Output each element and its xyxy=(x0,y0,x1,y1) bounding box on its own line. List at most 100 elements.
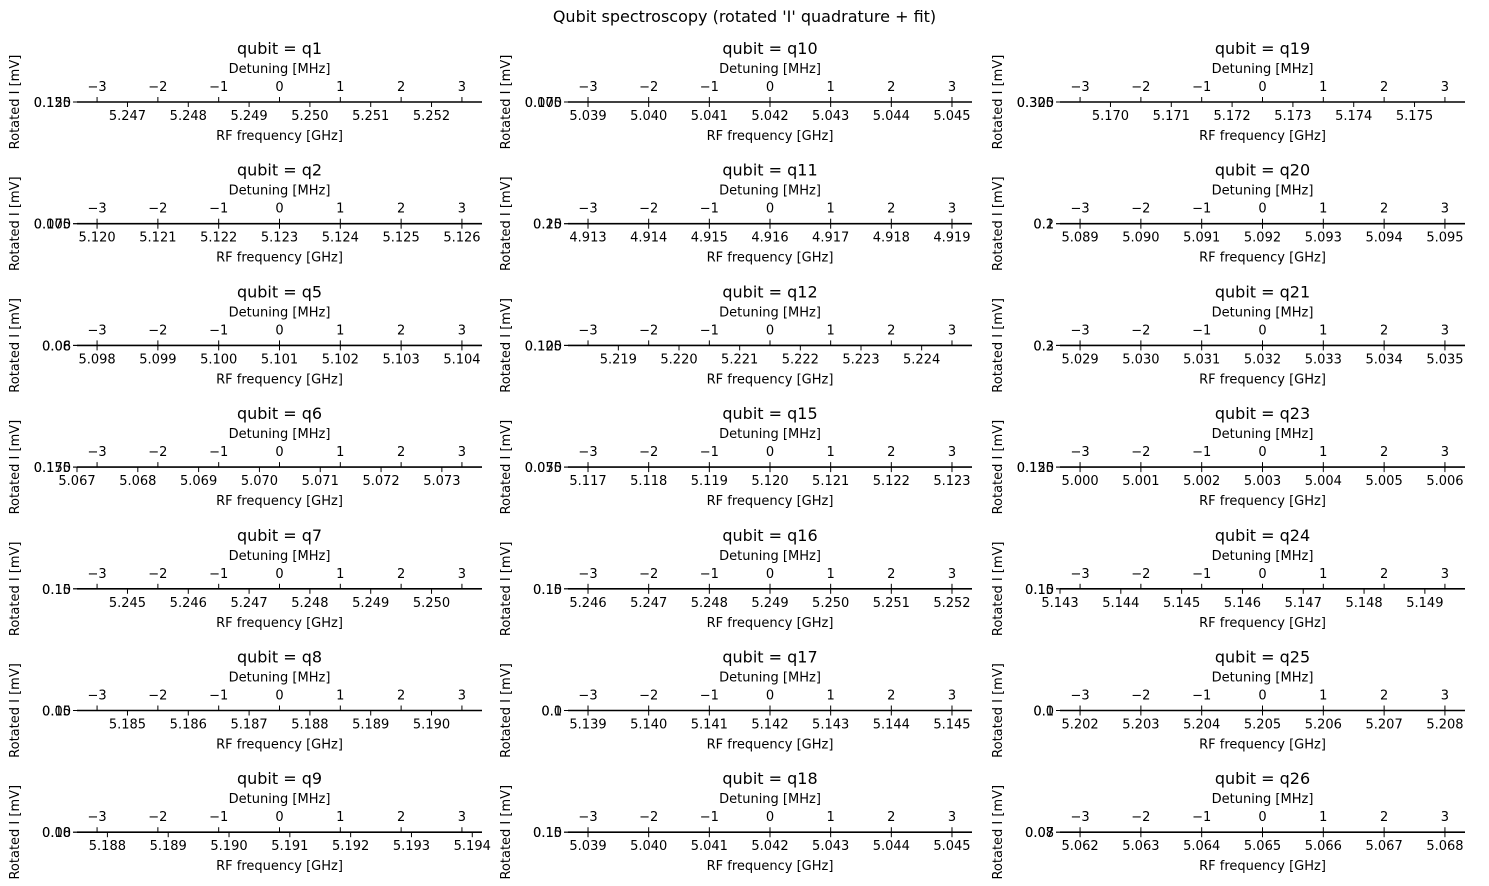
subplot-qubit-q19: qubit = q19 Detuning [MHz] −3 −2 −1 0 1 2 3 5.170… xyxy=(991,39,1465,149)
detuning-tick-label: 3 xyxy=(458,80,466,95)
detuning-tick-label: −2 xyxy=(1131,567,1150,582)
detuning-tick-label: −3 xyxy=(578,810,597,825)
frequency-tick-label: 5.122 xyxy=(200,231,237,246)
frequency-tick-label: 4.913 xyxy=(569,231,606,246)
frequency-tick-label: 5.139 xyxy=(569,718,606,733)
detuning-tick-label: −2 xyxy=(148,567,167,582)
frequency-tick-label: 5.098 xyxy=(78,352,115,367)
subplot-qubit-q10: qubit = q10 Detuning [MHz] −3 −2 −1 0 1 2 3 5.039… xyxy=(499,39,972,149)
detuning-tick-label: −1 xyxy=(209,689,228,704)
detuning-tick-label: 2 xyxy=(397,567,405,582)
detuning-tick-label: −2 xyxy=(148,80,167,95)
detuning-tick-label: 1 xyxy=(336,689,344,704)
frequency-tick-label: 5.140 xyxy=(630,718,667,733)
subplot-qubit-q7: qubit = q7 Detuning [MHz] −3 −2 −1 0 1 2 3 5.245 5… xyxy=(8,526,482,636)
frequency-tick-label: 5.030 xyxy=(1122,352,1159,367)
y-axis-label: Rotated I [mV] xyxy=(8,176,23,271)
frequency-axis-label: RF frequency [GHz] xyxy=(216,251,343,266)
detuning-tick-label: 1 xyxy=(827,689,835,704)
y-tick-label: 0.075 xyxy=(525,461,562,476)
frequency-tick-label: 5.120 xyxy=(751,474,788,489)
frequency-tick-label: 5.003 xyxy=(1244,474,1281,489)
frequency-tick-label: 5.035 xyxy=(1426,352,1463,367)
frequency-tick-label: 5.142 xyxy=(751,718,788,733)
frequency-tick-label: 5.172 xyxy=(1213,109,1250,124)
detuning-tick-label: 1 xyxy=(1319,445,1327,460)
detuning-tick-label: −3 xyxy=(1070,202,1089,217)
detuning-tick-label: −1 xyxy=(700,202,719,217)
y-tick-label: 0.10 xyxy=(533,583,562,598)
y-tick-label: 0.150 xyxy=(34,96,71,111)
detuning-tick-label: −2 xyxy=(1131,689,1150,704)
y-tick-label: 0.10 xyxy=(42,583,71,598)
frequency-tick-label: 4.916 xyxy=(751,231,788,246)
frequency-tick-label: 5.095 xyxy=(1426,231,1463,246)
y-tick-label: 0.3 xyxy=(1033,339,1054,354)
detuning-tick-label: 0 xyxy=(275,567,283,582)
frequency-axis-label: RF frequency [GHz] xyxy=(1199,129,1326,144)
detuning-tick-label: 3 xyxy=(1441,445,1449,460)
frequency-tick-label: 5.068 xyxy=(1426,839,1463,854)
detuning-tick-label: −2 xyxy=(639,80,658,95)
frequency-tick-label: 5.005 xyxy=(1366,474,1403,489)
subplot-qubit-q24: qubit = q24 Detuning [MHz] −3 −2 −1 0 1 2 3 5.143… xyxy=(991,526,1465,636)
subplot-qubit-q16: qubit = q16 Detuning [MHz] −3 −2 −1 0 1 2 3 5.246… xyxy=(499,526,972,636)
subplot-qubit-q8: qubit = q8 Detuning [MHz] −3 −2 −1 0 1 2 3 5.185 5… xyxy=(8,648,482,758)
frequency-tick-label: 5.044 xyxy=(873,109,910,124)
detuning-tick-label: 2 xyxy=(887,445,895,460)
subplot-qubit-q17: qubit = q17 Detuning [MHz] −3 −2 −1 0 1 2 3 5.139… xyxy=(499,648,972,758)
detuning-tick-label: −2 xyxy=(639,445,658,460)
frequency-tick-label: 5.119 xyxy=(691,474,728,489)
frequency-axis-label: RF frequency [GHz] xyxy=(707,616,834,631)
detuning-tick-label: 0 xyxy=(275,445,283,460)
subplot-qubit-q15: qubit = q15 Detuning [MHz] −3 −2 −1 0 1 2 3 5.117… xyxy=(499,404,972,514)
frequency-tick-label: 5.193 xyxy=(393,839,430,854)
frequency-tick-label: 5.068 xyxy=(119,474,156,489)
frequency-tick-label: 5.248 xyxy=(691,596,728,611)
detuning-axis-label: Detuning [MHz] xyxy=(719,427,821,442)
detuning-tick-label: 0 xyxy=(1258,323,1266,338)
detuning-tick-label: 0 xyxy=(275,810,283,825)
y-tick-label: 0.10 xyxy=(42,705,71,720)
subplot-qubit-q26: qubit = q26 Detuning [MHz] −3 −2 −1 0 1 2 3 5.062… xyxy=(991,769,1465,880)
y-tick-label: 0.10 xyxy=(1025,583,1054,598)
y-axis-label: Rotated I [mV] xyxy=(8,420,23,515)
y-tick-label: 0.10 xyxy=(533,826,562,841)
detuning-tick-label: 3 xyxy=(948,323,956,338)
subplot-qubit-q18: qubit = q18 Detuning [MHz] −3 −2 −1 0 1 2 3 5.039… xyxy=(499,769,972,880)
detuning-tick-label: 0 xyxy=(766,689,774,704)
frequency-tick-label: 5.033 xyxy=(1305,352,1342,367)
detuning-tick-label: 3 xyxy=(458,567,466,582)
subplot-title: qubit = q5 xyxy=(237,282,322,301)
detuning-tick-label: 3 xyxy=(1441,202,1449,217)
frequency-axis-label: RF frequency [GHz] xyxy=(1199,372,1326,387)
detuning-tick-label: −2 xyxy=(1131,202,1150,217)
frequency-axis-label: RF frequency [GHz] xyxy=(707,372,834,387)
frequency-tick-label: 5.092 xyxy=(1244,231,1281,246)
y-axis-label: Rotated I [mV] xyxy=(991,420,1006,515)
detuning-tick-label: −3 xyxy=(1070,323,1089,338)
y-tick-label: 0.050 xyxy=(525,461,562,476)
detuning-tick-label: 1 xyxy=(336,567,344,582)
frequency-tick-label: 5.208 xyxy=(1426,718,1463,733)
frequency-tick-label: 5.250 xyxy=(812,596,849,611)
detuning-tick-label: −2 xyxy=(148,689,167,704)
frequency-tick-label: 5.220 xyxy=(660,352,697,367)
frequency-tick-label: 5.247 xyxy=(109,109,146,124)
detuning-axis-label: Detuning [MHz] xyxy=(229,305,331,320)
frequency-tick-label: 5.067 xyxy=(58,474,95,489)
frequency-tick-label: 5.252 xyxy=(413,109,450,124)
detuning-tick-label: 0 xyxy=(275,80,283,95)
frequency-tick-label: 5.042 xyxy=(751,839,788,854)
detuning-tick-label: 1 xyxy=(336,323,344,338)
detuning-tick-label: −3 xyxy=(578,445,597,460)
frequency-tick-label: 5.123 xyxy=(933,474,970,489)
frequency-tick-label: 5.249 xyxy=(230,109,267,124)
detuning-tick-label: −1 xyxy=(1192,689,1211,704)
frequency-tick-label: 5.090 xyxy=(1122,231,1159,246)
detuning-tick-label: 3 xyxy=(948,567,956,582)
frequency-tick-label: 5.223 xyxy=(842,352,879,367)
detuning-tick-label: −3 xyxy=(578,689,597,704)
y-tick-label: 0.15 xyxy=(533,583,562,598)
frequency-tick-label: 5.190 xyxy=(210,839,247,854)
